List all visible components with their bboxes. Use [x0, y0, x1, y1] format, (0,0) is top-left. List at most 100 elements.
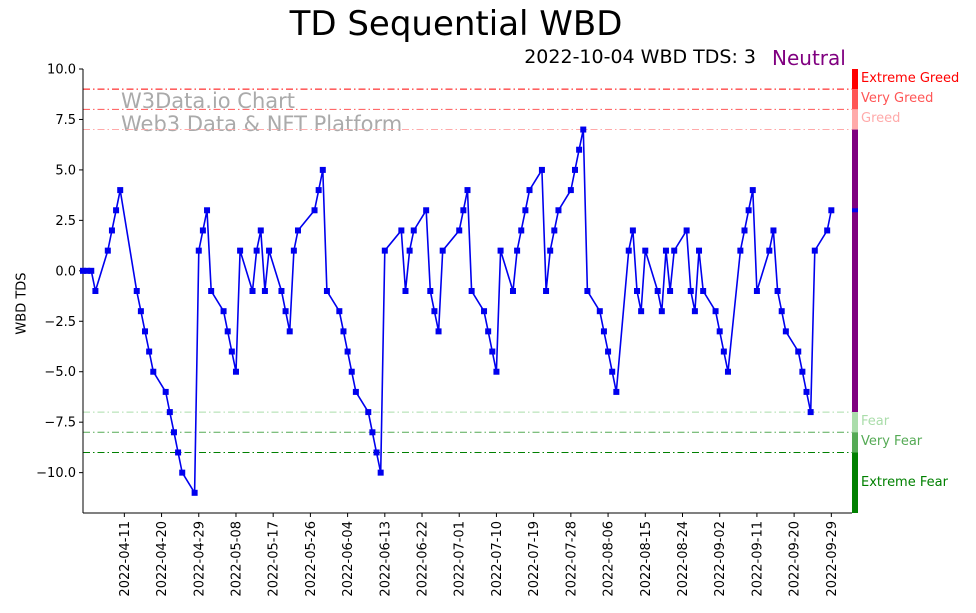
chart-title: TD Sequential WBD — [289, 4, 623, 44]
tds-data-point — [266, 247, 273, 254]
tds-data-point — [799, 368, 806, 375]
tds-data-point — [828, 207, 835, 214]
tds-data-point — [770, 227, 777, 234]
tds-data-point — [117, 187, 124, 194]
tds-data-point — [381, 247, 388, 254]
tds-data-point — [741, 227, 748, 234]
tds-data-point — [439, 247, 446, 254]
tds-data-point — [224, 328, 231, 335]
tds-data-point — [294, 227, 301, 234]
x-tick-label: 2022-06-22 — [416, 521, 431, 597]
tds-data-point — [638, 308, 645, 315]
tds-data-point — [402, 288, 409, 294]
tds-data-point — [204, 207, 211, 214]
tds-data-point — [774, 288, 781, 294]
tds-data-point — [605, 348, 612, 355]
y-tick-label: −2.5 — [44, 315, 76, 330]
tds-series-line — [83, 129, 833, 496]
tds-data-point — [92, 288, 99, 294]
watermark-line-1: W3Data.io Chart — [121, 89, 296, 113]
tds-data-point — [687, 288, 694, 294]
tds-data-point — [369, 429, 376, 436]
tds-data-point — [526, 187, 533, 194]
tds-data-point — [551, 227, 558, 234]
sentiment-bar-greed — [852, 109, 858, 130]
tds-data-point — [509, 288, 516, 294]
tds-data-point — [423, 207, 430, 214]
sentiment-bar-extreme-fear — [852, 452, 858, 513]
tds-data-point — [613, 388, 620, 395]
band-label-very-fear: Very Fear — [861, 434, 923, 449]
tds-data-point — [311, 207, 318, 214]
x-tick-label: 2022-07-01 — [453, 521, 468, 597]
tds-data-point — [716, 328, 723, 335]
tds-data-point — [431, 308, 438, 315]
tds-data-point — [286, 328, 293, 335]
tds-data-point — [435, 328, 442, 335]
band-label-fear: Fear — [861, 414, 890, 429]
tds-data-point — [150, 368, 157, 375]
x-tick-label: 2022-09-20 — [788, 521, 803, 597]
x-tick-label: 2022-07-19 — [527, 521, 542, 597]
tds-data-point — [671, 247, 678, 254]
x-tick-label: 2022-09-11 — [750, 521, 765, 597]
x-tick-label: 2022-06-04 — [341, 521, 356, 597]
tds-data-point — [253, 247, 260, 254]
tds-data-point — [555, 207, 562, 214]
x-tick-label: 2022-08-15 — [639, 521, 654, 597]
tds-data-point — [497, 247, 504, 254]
tds-data-point — [104, 247, 111, 254]
tds-data-point — [170, 429, 177, 436]
tds-data-point — [543, 288, 550, 294]
tds-data-point — [753, 288, 760, 294]
tds-data-point — [696, 247, 703, 254]
tds-data-point — [377, 469, 384, 476]
tds-data-point — [514, 247, 521, 254]
tds-data-point — [162, 388, 169, 395]
tds-data-point — [567, 187, 574, 194]
tds-data-point — [662, 247, 669, 254]
tds-data-point — [683, 227, 690, 234]
tds-data-point — [609, 368, 616, 375]
tds-data-point — [133, 288, 140, 294]
tds-data-point — [749, 187, 756, 194]
tds-data-point — [340, 328, 347, 335]
tds-data-point — [179, 469, 186, 476]
tds-data-point — [373, 449, 380, 456]
tds-data-point — [547, 247, 554, 254]
tds-data-point — [720, 348, 727, 355]
tds-data-point — [811, 247, 818, 254]
x-tick-label: 2022-09-02 — [713, 521, 728, 597]
tds-data-point — [778, 308, 785, 315]
tds-data-point — [596, 308, 603, 315]
tds-data-point — [278, 288, 285, 294]
tds-data-point — [737, 247, 744, 254]
sentiment-bar-neutral — [852, 129, 858, 413]
tds-data-point — [175, 449, 182, 456]
tds-data-point — [700, 288, 707, 294]
tds-data-point — [489, 348, 496, 355]
tds-data-point — [576, 146, 583, 153]
tds-data-point — [398, 227, 405, 234]
y-tick-label: −7.5 — [44, 416, 76, 431]
tds-data-point — [191, 489, 198, 496]
sentiment-bar-very-greed — [852, 89, 858, 110]
x-tick-label: 2022-07-28 — [564, 521, 579, 597]
band-label-extreme-fear: Extreme Fear — [861, 475, 948, 490]
tds-data-point — [237, 247, 244, 254]
tds-data-point — [600, 328, 607, 335]
tds-data-point — [667, 288, 674, 294]
tds-data-point — [634, 288, 641, 294]
tds-data-point — [712, 308, 719, 315]
y-tick-label: 5.0 — [55, 163, 76, 178]
tds-data-point — [538, 166, 545, 173]
tds-data-point — [88, 267, 95, 274]
tds-data-point — [336, 308, 343, 315]
tds-data-point — [460, 207, 467, 214]
x-tick-label: 2022-08-06 — [602, 521, 617, 597]
tds-data-point — [323, 288, 330, 294]
y-tick-label: −5.0 — [44, 365, 76, 380]
tds-data-point — [80, 267, 86, 274]
tds-data-point — [518, 227, 525, 234]
